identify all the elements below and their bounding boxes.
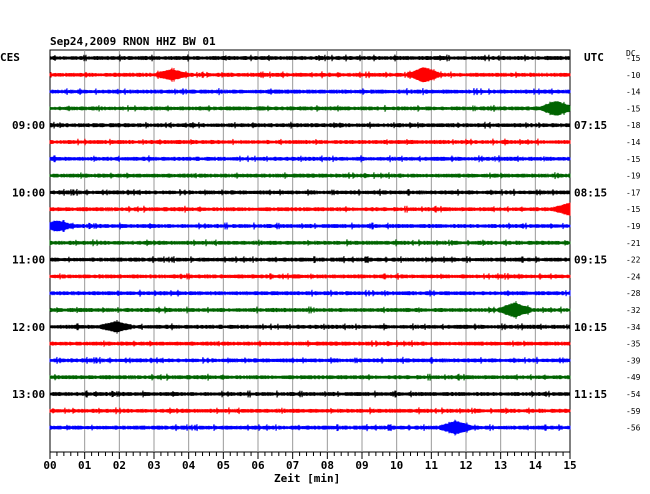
right-hour-label: 10:15	[574, 321, 607, 334]
x-tick-label: 04	[182, 459, 196, 472]
dc-offset-label: -15	[626, 205, 641, 214]
right-hour-label: 08:15	[574, 186, 607, 199]
seismogram-trace	[49, 373, 571, 381]
seismogram-trace	[49, 138, 571, 146]
seismogram-trace	[49, 220, 571, 232]
left-timezone-label: CES	[0, 51, 20, 64]
dc-offset-label: -15	[626, 104, 641, 113]
dc-offset-label: -18	[626, 121, 641, 130]
x-tick-label: 07	[286, 459, 299, 472]
x-tick-label: 06	[251, 459, 265, 472]
seismogram-trace	[49, 121, 571, 129]
dc-offset-label: -10	[626, 71, 641, 80]
dc-offset-label: -49	[626, 373, 641, 382]
left-hour-label: 11:00	[12, 254, 45, 267]
seismogram-trace	[49, 419, 571, 436]
x-tick-label: 14	[529, 459, 543, 472]
dc-offset-label: -56	[626, 424, 641, 433]
right-timezone-label: UTC	[584, 51, 604, 64]
dc-offset-label: -39	[626, 356, 641, 365]
dc-offset-label: -34	[626, 323, 641, 332]
seismogram-trace	[49, 239, 571, 247]
dc-offset-label: -21	[626, 239, 641, 248]
dc-offset-label: -15	[626, 54, 641, 63]
left-hour-label: 12:00	[12, 321, 45, 334]
dc-offset-label: -32	[626, 306, 641, 315]
seismogram-trace	[49, 356, 571, 365]
seismogram-trace	[49, 407, 571, 415]
right-hour-label: 09:15	[574, 254, 607, 267]
x-tick-label: 08	[321, 459, 334, 472]
seismogram-trace	[49, 155, 571, 163]
dc-offset-label: -35	[626, 340, 641, 349]
dc-header-label: DC	[626, 49, 636, 58]
x-tick-label: 15	[563, 459, 576, 472]
dc-offset-label: -14	[626, 138, 641, 147]
dc-offset-label: -59	[626, 407, 641, 416]
dc-offset-label: -24	[626, 272, 641, 281]
seismogram-trace	[49, 319, 571, 334]
seismogram-trace	[49, 101, 571, 116]
seismogram-trace	[49, 289, 571, 297]
right-hour-label: 07:15	[574, 119, 607, 132]
x-tick-label: 12	[459, 459, 472, 472]
x-tick-label: 00	[43, 459, 56, 472]
seismogram-trace	[49, 202, 571, 216]
x-tick-label: 09	[355, 459, 368, 472]
seismogram-trace	[49, 390, 571, 398]
seismogram-trace	[49, 340, 571, 348]
plot-frame	[49, 49, 571, 453]
x-tick-label: 01	[78, 459, 92, 472]
right-hour-label: 11:15	[574, 388, 607, 401]
x-tick-label: 10	[390, 459, 403, 472]
dc-offset-label: -17	[626, 188, 641, 197]
seismogram-trace	[49, 301, 571, 319]
left-hour-label: 09:00	[12, 119, 45, 132]
chart-title: Sep24,2009 RNON HHZ BW 01	[50, 35, 216, 48]
x-tick-label: 03	[147, 459, 160, 472]
seismogram-trace	[49, 172, 571, 180]
x-tick-label: 11	[425, 459, 439, 472]
left-hour-label: 10:00	[12, 186, 45, 199]
dc-offset-label: -19	[626, 222, 641, 231]
seismogram-trace	[49, 256, 571, 264]
dc-offset-label: -14	[626, 88, 641, 97]
seismogram-trace	[49, 67, 571, 83]
seismogram-trace	[49, 87, 571, 96]
x-tick-label: 13	[494, 459, 507, 472]
seismogram-trace	[49, 54, 571, 62]
dc-offset-label: -19	[626, 172, 641, 181]
dc-offset-label: -15	[626, 155, 641, 164]
x-axis-title: Zeit [min]	[274, 472, 340, 485]
dc-offset-label: -22	[626, 256, 641, 265]
left-hour-label: 13:00	[12, 388, 45, 401]
seismogram-trace	[49, 272, 571, 280]
x-tick-label: 05	[217, 459, 230, 472]
dc-offset-label: -28	[626, 289, 641, 298]
dc-offset-label: -54	[626, 390, 641, 399]
x-tick-label: 02	[113, 459, 126, 472]
seismogram-trace	[49, 188, 571, 197]
